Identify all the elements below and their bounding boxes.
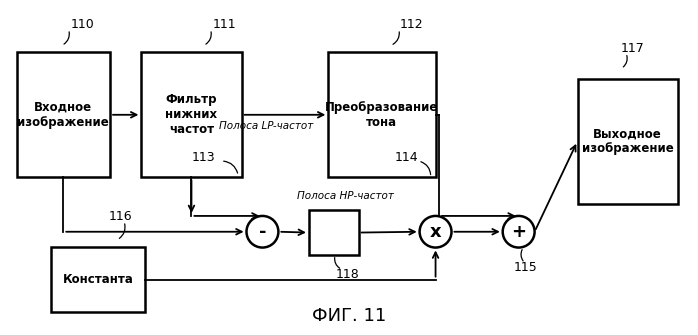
Text: -: -: [259, 223, 266, 241]
Text: 115: 115: [514, 262, 537, 274]
Text: Преобразование
тона: Преобразование тона: [325, 101, 438, 129]
Text: 117: 117: [621, 43, 645, 55]
Text: ФИГ. 11: ФИГ. 11: [312, 307, 386, 325]
Ellipse shape: [246, 216, 279, 248]
Ellipse shape: [503, 216, 535, 248]
Text: Полоса НР-частот: Полоса НР-частот: [297, 191, 394, 201]
Text: +: +: [511, 223, 526, 241]
Bar: [309, 210, 359, 255]
Text: 110: 110: [70, 18, 94, 31]
Bar: [577, 78, 678, 204]
Bar: [328, 52, 436, 178]
Text: 116: 116: [109, 210, 133, 223]
Text: Входное
изображение: Входное изображение: [17, 101, 110, 129]
Text: Фильтр
нижних
частот: Фильтр нижних частот: [165, 93, 218, 136]
Ellipse shape: [419, 216, 452, 248]
Text: 113: 113: [192, 151, 216, 164]
Bar: [51, 247, 144, 313]
Text: Полоса LP-частот: Полоса LP-частот: [218, 121, 313, 131]
Bar: [17, 52, 110, 178]
Text: Константа: Константа: [63, 273, 133, 286]
Bar: [141, 52, 242, 178]
Text: 114: 114: [394, 151, 418, 164]
Text: Выходное
изображение: Выходное изображение: [582, 127, 674, 155]
Text: x: x: [430, 223, 441, 241]
Text: 112: 112: [399, 18, 423, 31]
Text: 111: 111: [213, 18, 236, 31]
Text: 118: 118: [336, 268, 359, 281]
